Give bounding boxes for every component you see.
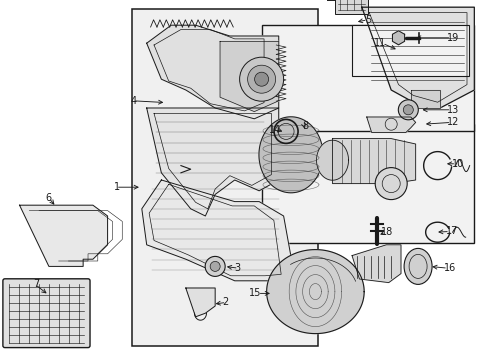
Text: 18: 18	[381, 227, 393, 237]
Text: 6: 6	[46, 193, 52, 203]
Polygon shape	[410, 90, 439, 108]
Text: 2: 2	[222, 297, 228, 307]
Text: 15: 15	[249, 288, 261, 298]
Text: 12: 12	[447, 117, 459, 127]
Polygon shape	[316, 140, 348, 180]
Text: 17: 17	[445, 226, 457, 237]
Bar	[261, 124, 473, 243]
Circle shape	[254, 72, 268, 86]
Text: 14: 14	[268, 125, 281, 135]
Bar	[132, 9, 317, 346]
Polygon shape	[20, 205, 107, 266]
Circle shape	[374, 168, 407, 199]
Bar	[261, 25, 473, 131]
Text: 1: 1	[113, 182, 120, 192]
Polygon shape	[220, 41, 278, 112]
Text: 4: 4	[130, 96, 137, 106]
Text: 10: 10	[451, 159, 464, 169]
Circle shape	[403, 105, 412, 115]
Circle shape	[247, 65, 275, 93]
Polygon shape	[361, 7, 473, 108]
Text: 19: 19	[447, 33, 459, 43]
FancyBboxPatch shape	[3, 279, 90, 348]
Polygon shape	[392, 31, 404, 45]
Polygon shape	[142, 180, 293, 281]
Polygon shape	[332, 139, 415, 184]
Polygon shape	[351, 245, 400, 283]
Circle shape	[398, 100, 417, 120]
Circle shape	[205, 256, 224, 276]
Bar	[334, 0, 367, 14]
Circle shape	[210, 261, 220, 271]
Circle shape	[239, 57, 283, 101]
Ellipse shape	[403, 248, 431, 284]
Polygon shape	[146, 25, 278, 119]
Polygon shape	[185, 288, 215, 317]
Text: 16: 16	[443, 263, 455, 273]
Text: 3: 3	[234, 263, 241, 273]
Bar	[351, 25, 468, 76]
Text: 11: 11	[373, 38, 386, 48]
Text: 9: 9	[395, 184, 402, 194]
Text: 5: 5	[365, 15, 371, 25]
Text: 13: 13	[447, 105, 459, 115]
Polygon shape	[146, 108, 278, 216]
Polygon shape	[259, 117, 322, 193]
Text: 7: 7	[33, 279, 39, 289]
Polygon shape	[266, 249, 364, 334]
Text: 8: 8	[301, 121, 307, 131]
Polygon shape	[366, 117, 415, 132]
